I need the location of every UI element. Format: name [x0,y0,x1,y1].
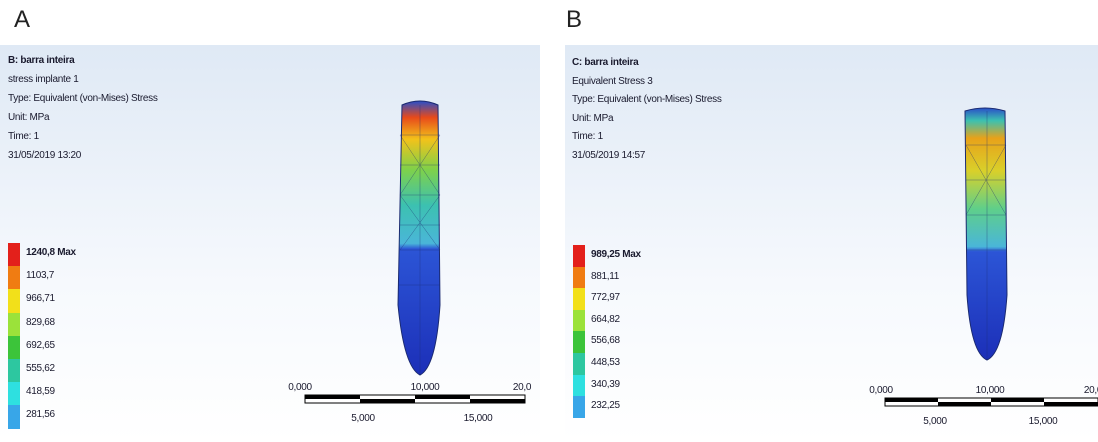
label: B: barra inteira [8,55,74,66]
label: 692,65 [26,340,55,351]
legend-swatch [8,289,20,312]
label: 31/05/2019 14:57 [572,150,645,161]
label: 340,39 [591,379,620,390]
legend-swatch [8,243,20,266]
ansys-view: B: barra inteira stress implante 1 Type: E… [0,45,540,442]
legend-swatch [8,405,20,428]
label: stress implante 1 [8,74,79,85]
label: 989,25 Max [591,249,641,260]
model [0,45,540,442]
legend-swatch [573,245,585,267]
label: 448,53 [591,357,620,368]
legend-swatch [8,313,20,336]
label: 664,82 [591,314,620,325]
label: Equivalent Stress 3 [572,76,652,87]
label: 556,68 [591,335,620,346]
figure: A B B: barra inteira stress implante 1 Typ… [0,0,1098,442]
label: 15,000 [464,413,493,424]
label: 281,56 [26,409,55,420]
implant [965,108,1007,360]
label: 555,62 [26,363,55,374]
label: Type: Equivalent (von-Mises) Stress [8,93,158,104]
label: 232,25 [591,400,620,411]
legend-swatch [573,331,585,353]
label: 31/05/2019 13:20 [8,150,81,161]
panel-label: B [566,6,582,34]
label: 1103,7 [26,270,54,281]
legend-swatch [573,267,585,289]
label: 0,000 [869,385,893,396]
label: 10,000 [976,385,1005,396]
label: Type: Equivalent (von-Mises) Stress [572,94,722,105]
label: Unit: MPa [8,112,49,123]
implant [398,101,440,375]
legend-swatch [573,375,585,397]
label: C: barra inteira [572,57,638,68]
panel-label: A [14,6,30,34]
legend-swatch [573,353,585,375]
label: 20,0 [513,382,531,393]
label: 5,000 [923,416,947,427]
label: 418,59 [26,386,55,397]
label: 966,71 [26,293,55,304]
label: 772,97 [591,292,620,303]
scale-bar [885,398,1098,406]
label: 15,000 [1029,416,1058,427]
label: 881,11 [591,271,619,282]
label: Unit: MPa [572,113,613,124]
legend-swatch [573,288,585,310]
label: 1240,8 Max [26,247,76,258]
legend-swatch [8,266,20,289]
legend-swatch [573,310,585,332]
legend-swatch [8,382,20,405]
legend-swatch [8,359,20,382]
label: 0,000 [288,382,312,393]
label: Time: 1 [572,131,603,142]
ansys-view: C: barra inteira Equivalent Stress 3 Type:… [565,45,1098,442]
label: 20,0 [1084,385,1098,396]
legend-swatch [573,396,585,418]
label: 829,68 [26,317,55,328]
legend-swatch [8,336,20,359]
scale-bar [305,395,525,403]
label: Time: 1 [8,131,39,142]
label: 5,000 [351,413,375,424]
label: 10,000 [411,382,440,393]
